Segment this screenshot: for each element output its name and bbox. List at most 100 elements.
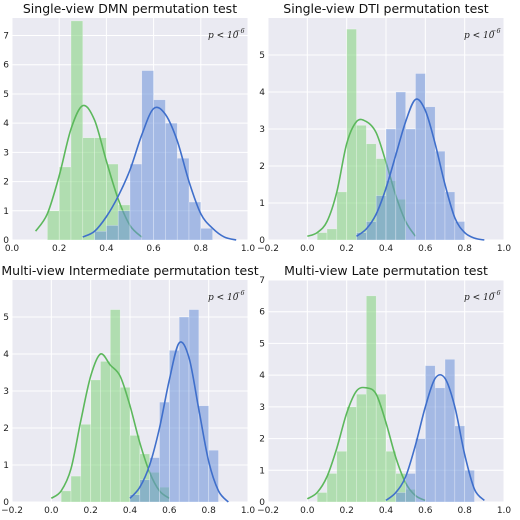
- y-tick-label: 1: [3, 461, 9, 471]
- y-tick-label: 4: [259, 88, 265, 98]
- p-value-exponent: −6: [491, 289, 501, 297]
- panel-4: −0.2 0.0 0.2 0.4 0.6 0.8 1.0 0 1 2 3 4 5 6 7 Multi-view…: [257, 263, 511, 516]
- x-tick-label: 0.8: [458, 244, 473, 254]
- kde-line-blue: [129, 341, 229, 503]
- panel-1: 0.0 0.2 0.4 0.6 0.8 1.0 0 1 2 3 4 5 6 7 Single-view DM…: [3, 1, 255, 254]
- kde-line-blue: [385, 373, 485, 502]
- y-tick-label: 0: [3, 498, 9, 508]
- histogram-bar-blue: [188, 201, 202, 241]
- histogram-bar-green: [70, 20, 84, 241]
- histogram-bar-blue: [434, 387, 446, 503]
- histogram-bar-blue: [464, 470, 475, 503]
- histogram-bar-green: [375, 393, 387, 503]
- histogram-bar-green: [326, 228, 338, 241]
- histogram-bar-blue: [454, 425, 465, 503]
- p-value-annotation: p < 10: [464, 293, 495, 303]
- histogram-bar-blue: [129, 494, 141, 503]
- histogram-bar-green: [129, 435, 141, 503]
- y-tick-label: 2: [259, 162, 265, 172]
- x-tick-label: −0.2: [257, 506, 279, 516]
- p-value-exponent: −6: [491, 27, 501, 35]
- x-tick-label: 0.0: [300, 244, 315, 254]
- histogram-bar-blue: [117, 210, 131, 241]
- x-tick-label: −0.2: [257, 244, 279, 254]
- histogram-bar-green: [316, 492, 328, 503]
- p-value-exponent: −6: [235, 27, 245, 35]
- x-tick-label: 1.0: [241, 244, 256, 254]
- x-tick-label: 1.0: [497, 244, 512, 254]
- x-tick-label: 0.8: [194, 244, 209, 254]
- x-tick-label: 0.0: [5, 244, 20, 254]
- histogram-bar-blue: [366, 221, 377, 241]
- histogram-bar-green: [316, 232, 328, 241]
- panel-title: Multi-view Intermediate permutation test: [1, 263, 258, 278]
- histogram-bar-blue: [405, 128, 416, 241]
- x-tick-label: −0.2: [1, 506, 23, 516]
- p-value-annotation: p < 10: [208, 31, 239, 41]
- y-tick-label: 5: [259, 51, 265, 61]
- histogram-bar-blue: [425, 365, 436, 503]
- y-tick-label: 2: [259, 435, 265, 445]
- histogram-bar-green: [60, 490, 72, 503]
- x-tick-label: 0.0: [300, 506, 315, 516]
- histogram-bar-blue: [159, 401, 170, 503]
- y-tick-label: 3: [259, 125, 265, 135]
- histogram-bar-green: [47, 210, 60, 241]
- y-tick-label: 1: [259, 466, 265, 476]
- x-tick-label: 0.4: [99, 244, 114, 254]
- histogram-bar-blue: [94, 230, 107, 241]
- histogram-bar-green: [326, 473, 338, 503]
- y-tick-label: 2: [3, 424, 9, 434]
- y-tick-label: 6: [259, 308, 265, 318]
- y-tick-label: 3: [3, 148, 9, 158]
- y-tick-label: 3: [3, 387, 9, 397]
- y-tick-label: 7: [259, 276, 265, 286]
- x-tick-label: 0.8: [458, 506, 473, 516]
- y-tick-label: 4: [3, 350, 9, 360]
- histogram-bar-blue: [176, 157, 190, 241]
- x-tick-label: 0.6: [418, 506, 433, 516]
- x-tick-label: 0.4: [379, 244, 394, 254]
- x-tick-label: 0.6: [418, 244, 433, 254]
- histogram-bar-blue: [454, 221, 465, 241]
- x-tick-label: 1.0: [497, 506, 512, 516]
- panel-title: Multi-view Late permutation test: [284, 263, 488, 278]
- panel-title: Single-view DMN permutation test: [23, 1, 237, 16]
- histogram-bar-blue: [149, 457, 160, 503]
- y-tick-label: 4: [3, 119, 9, 129]
- y-tick-label: 5: [259, 339, 265, 349]
- histogram-bar-green: [366, 295, 377, 503]
- p-value-annotation: p < 10: [208, 293, 239, 303]
- y-tick-label: 1: [259, 199, 265, 209]
- histogram-bar-blue: [395, 492, 406, 503]
- x-tick-label: 0.2: [340, 506, 354, 516]
- x-tick-label: 0.4: [379, 506, 394, 516]
- y-tick-label: 0: [259, 236, 265, 246]
- histogram-bar-blue: [395, 91, 406, 241]
- histogram-bar-green: [336, 191, 347, 241]
- y-tick-label: 5: [3, 90, 9, 100]
- histogram-bar-green: [70, 475, 82, 503]
- y-tick-label: 3: [259, 403, 265, 413]
- histogram-bar-blue: [165, 122, 178, 241]
- x-tick-label: 0.6: [146, 244, 161, 254]
- histogram-bar-green: [58, 166, 72, 241]
- histogram-bar-blue: [415, 438, 426, 503]
- y-tick-label: 0: [259, 498, 265, 508]
- histogram-bar-green: [80, 424, 91, 503]
- x-tick-label: 0.0: [44, 506, 59, 516]
- histogram-bar-green: [100, 361, 111, 503]
- x-tick-label: 0.2: [52, 244, 66, 254]
- y-tick-label: 0: [3, 236, 9, 246]
- histogram-bar-blue: [153, 99, 166, 241]
- y-tick-label: 1: [3, 207, 9, 217]
- histogram-bar-green: [356, 393, 367, 503]
- histogram-bar-blue: [129, 163, 143, 241]
- histogram-bar-green: [82, 137, 95, 241]
- p-value-exponent: −6: [235, 289, 245, 297]
- panel-3: −0.2 0.0 0.2 0.4 0.6 0.8 1.0 0 1 2 3 4 5 Multi-view I…: [1, 263, 259, 516]
- kde-line-blue: [82, 106, 237, 241]
- x-tick-label: 0.6: [162, 506, 177, 516]
- x-tick-label: 0.2: [84, 506, 98, 516]
